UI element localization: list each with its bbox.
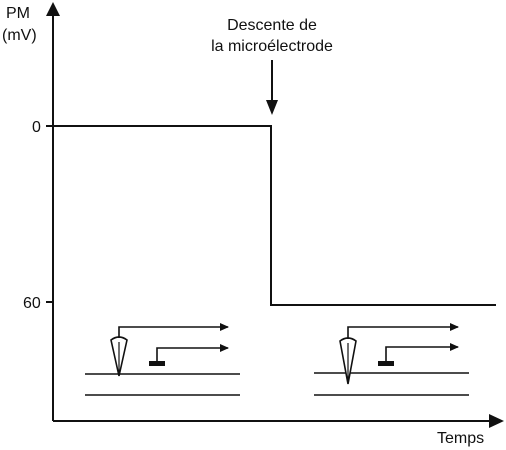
tick-sixty-label: 60: [23, 295, 41, 312]
y-axis-label-line1: PM: [6, 5, 30, 22]
annotation-arrow-icon: [266, 60, 278, 115]
y-axis: [46, 2, 60, 421]
setup-electrode-inside: [314, 323, 469, 396]
tick-zero-label: 0: [32, 119, 41, 136]
annotation-line2: la microélectrode: [211, 38, 333, 55]
reference-electrode-icon: [378, 361, 394, 366]
x-axis-arrow-icon: [489, 414, 504, 428]
reference-electrode-icon: [149, 361, 165, 366]
microelectrode-icon: [110, 336, 128, 377]
recording-wire-arrow: [118, 323, 229, 338]
reference-wire-arrow: [385, 343, 459, 361]
setup-electrode-outside: [85, 323, 240, 396]
potential-trace: [53, 125, 496, 306]
microelectrode-icon: [339, 337, 357, 385]
x-axis-label: Temps: [437, 430, 484, 447]
x-axis: [53, 414, 504, 428]
y-axis-arrow-icon: [46, 2, 60, 16]
recording-wire-arrow: [347, 323, 459, 339]
annotation-line1: Descente de: [227, 17, 317, 34]
y-axis-label-line2: (mV): [2, 27, 37, 44]
reference-wire-arrow: [156, 344, 229, 361]
